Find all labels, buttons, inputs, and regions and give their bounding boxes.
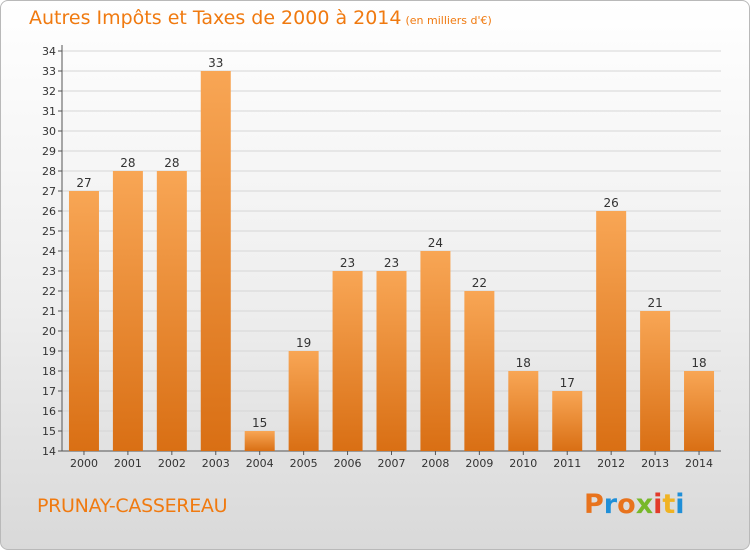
y-tick-label: 29 xyxy=(42,145,56,158)
labels: 27 2000 28 2001 28 2002 33 2003 15 2004 19 2005 23 20… xyxy=(70,56,713,470)
logo-letter: t xyxy=(662,489,676,520)
x-tick-label: 2013 xyxy=(641,457,669,470)
x-tick-label: 2008 xyxy=(421,457,449,470)
logo-letter: P xyxy=(584,489,604,520)
y-tick-label: 21 xyxy=(42,305,56,318)
value-label-2005: 19 xyxy=(296,336,311,350)
y-tick-label: 26 xyxy=(42,205,56,218)
x-tick-label: 2004 xyxy=(246,457,274,470)
bar-2009 xyxy=(464,291,495,451)
bar-2012 xyxy=(596,211,627,451)
logo-letter: o xyxy=(617,489,636,520)
y-tick-label: 15 xyxy=(42,425,56,438)
value-label-2009: 22 xyxy=(472,276,487,290)
value-label-2006: 23 xyxy=(340,256,355,270)
bar-2002 xyxy=(156,171,187,451)
y-tick-label: 33 xyxy=(42,65,56,78)
y-tick-label: 30 xyxy=(42,125,56,138)
logo-letter: r xyxy=(603,489,618,520)
x-tick-label: 2000 xyxy=(70,457,98,470)
value-label-2013: 21 xyxy=(647,296,662,310)
x-tick-label: 2009 xyxy=(465,457,493,470)
value-label-2003: 33 xyxy=(208,56,223,70)
bar-2014 xyxy=(684,371,715,451)
value-label-2011: 17 xyxy=(560,376,575,390)
bar-chart: 14 15 16 17 18 19 20 21 22 23 24 25 26 27 28 29 30 31 32 33… xyxy=(42,45,721,470)
y-tick-label: 19 xyxy=(42,345,56,358)
y-tick-label: 18 xyxy=(42,365,56,378)
chart-unit: (en milliers d'€) xyxy=(405,14,492,27)
x-tick-label: 2012 xyxy=(597,457,625,470)
x-tick-label: 2007 xyxy=(378,457,406,470)
bar-2006 xyxy=(332,271,363,451)
value-label-2007: 23 xyxy=(384,256,399,270)
y-tick-label: 17 xyxy=(42,385,56,398)
value-label-2010: 18 xyxy=(516,356,531,370)
value-label-2004: 15 xyxy=(252,416,267,430)
logo-letter: x xyxy=(635,489,654,520)
bar-2001 xyxy=(112,171,143,451)
y-tick-label: 22 xyxy=(42,285,56,298)
chart-title: Autres Impôts et Taxes de 2000 à 2014 (en… xyxy=(29,7,492,29)
x-tick-label: 2014 xyxy=(685,457,713,470)
value-label-2008: 24 xyxy=(428,236,443,250)
bar-2011 xyxy=(552,391,583,451)
value-label-2012: 26 xyxy=(604,196,619,210)
y-tick-label: 34 xyxy=(42,45,56,58)
x-tick-label: 2001 xyxy=(114,457,142,470)
y-tick-label: 24 xyxy=(42,245,56,258)
y-tick-label: 23 xyxy=(42,265,56,278)
y-tick-label: 31 xyxy=(42,105,56,118)
y-tick-label: 32 xyxy=(42,85,56,98)
bar-2003 xyxy=(200,71,231,451)
x-tick-label: 2006 xyxy=(334,457,362,470)
chart-title-text: Autres Impôts et Taxes de 2000 à 2014 xyxy=(29,7,402,29)
bar-2000 xyxy=(68,191,99,451)
x-tick-label: 2003 xyxy=(202,457,230,470)
bar-2007 xyxy=(376,271,407,451)
x-tick-label: 2011 xyxy=(553,457,581,470)
value-label-2000: 27 xyxy=(76,176,91,190)
y-tick-label: 16 xyxy=(42,405,56,418)
value-label-2001: 28 xyxy=(120,156,135,170)
y-tick-label: 27 xyxy=(42,185,56,198)
logo-letter: i xyxy=(675,489,685,520)
bar-2010 xyxy=(508,371,539,451)
proxiti-logo[interactable]: Proxiti xyxy=(584,489,685,520)
bar-2005 xyxy=(288,351,319,451)
bar-2008 xyxy=(420,251,451,451)
y-tick-label: 25 xyxy=(42,225,56,238)
logo-letter: i xyxy=(653,489,663,520)
commune-name: PRUNAY-CASSEREAU xyxy=(37,495,228,517)
bars xyxy=(68,71,715,451)
x-tick-label: 2005 xyxy=(290,457,318,470)
y-tick-label: 28 xyxy=(42,165,56,178)
bar-2013 xyxy=(640,311,671,451)
x-tick-label: 2002 xyxy=(158,457,186,470)
value-label-2002: 28 xyxy=(164,156,179,170)
x-tick-label: 2010 xyxy=(509,457,537,470)
value-label-2014: 18 xyxy=(691,356,706,370)
bar-2004 xyxy=(244,431,275,451)
y-tick-label: 20 xyxy=(42,325,56,338)
y-tick-label: 14 xyxy=(42,445,56,458)
